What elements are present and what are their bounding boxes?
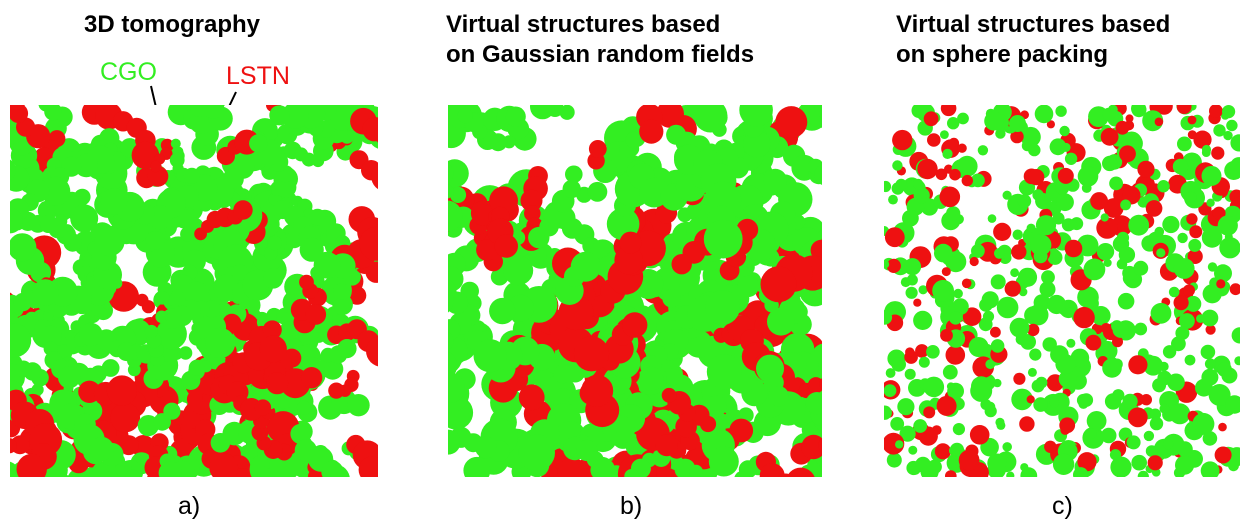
panel-b-label: b)	[620, 492, 643, 520]
panel-c-title: Virtual structures based on sphere packi…	[896, 11, 1171, 68]
panel-a-image	[10, 105, 378, 477]
tomography-microstructure	[10, 105, 378, 477]
sphere-packing-microstructure	[884, 105, 1240, 477]
panel-a-title: 3D tomography	[84, 11, 261, 38]
panel-c-image	[884, 105, 1240, 477]
panel-b-title: Virtual structures based on Gaussian ran…	[446, 11, 755, 68]
panel-c-label: c)	[1052, 492, 1073, 520]
gaussian-field-microstructure	[448, 105, 822, 477]
panel-b-image	[448, 105, 822, 477]
lstn-annotation: LSTN	[226, 62, 290, 90]
panel-a-label: a)	[178, 492, 201, 520]
cgo-annotation: CGO	[100, 58, 157, 86]
